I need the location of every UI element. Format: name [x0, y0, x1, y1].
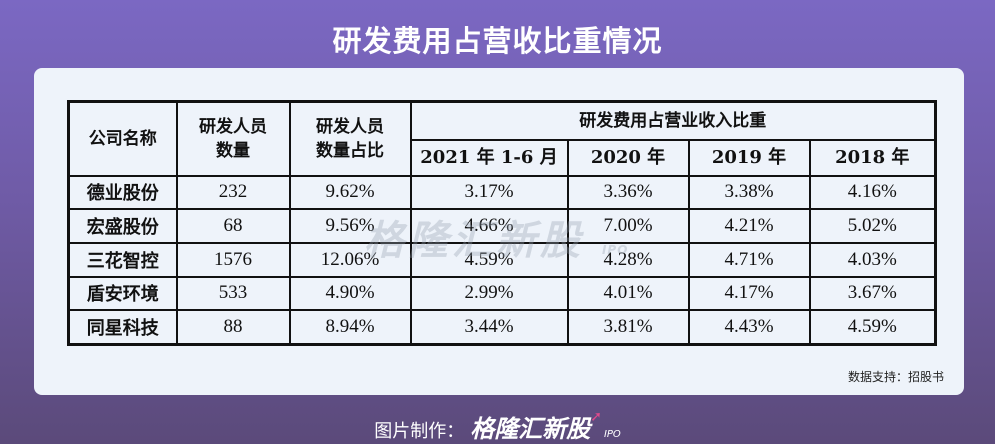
rd-ratio-2020: 4.28% [566, 241, 690, 278]
staff-ratio: 12.06% [288, 241, 412, 278]
rd-ratio-2020: 7.00% [566, 208, 690, 244]
table-header-row: 公司名称 研发人员 数量 研发人员 数量占比 研发费用占营业收入比重 [67, 100, 937, 177]
company-name: 德业股份 [67, 174, 178, 211]
company-name: 同星科技 [67, 309, 178, 346]
rd-ratio-2021h1: 4.66% [409, 208, 569, 244]
company-name: 盾安环境 [67, 275, 178, 312]
table-year-row: 2021 年 1-6 月 2020 年 2019 年 2018 年 [69, 138, 937, 177]
rd-ratio-2019: 3.38% [687, 174, 811, 211]
header-rd-ratio-group: 研发费用占营业收入比重 [409, 100, 937, 141]
staff-count: 232 [175, 174, 291, 211]
staff-ratio: 4.90% [288, 275, 412, 312]
staff-count: 1576 [175, 241, 291, 278]
rd-ratio-2020: 4.01% [566, 275, 690, 312]
table-row: 宏盛股份 68 9.56% 4.66% 7.00% 4.21% 5.02% [67, 208, 937, 244]
table-card: 公司名称 研发人员 数量 研发人员 数量占比 研发费用占营业收入比重 2021 … [34, 68, 964, 395]
staff-count: 88 [175, 309, 291, 346]
rd-ratio-2021h1: 2.99% [409, 275, 569, 312]
footer-prefix: 图片制作： [374, 421, 465, 442]
page-title: 研发费用占营收比重情况 [332, 24, 663, 58]
staff-ratio: 9.62% [288, 174, 412, 211]
rd-ratio-2018: 4.16% [808, 174, 937, 211]
rd-ratio-2021h1: 3.44% [409, 309, 569, 346]
rd-ratio-2019: 4.43% [687, 309, 811, 346]
rd-ratio-2019: 4.71% [687, 241, 811, 278]
header-staff-ratio-line2: 数量占比 [316, 140, 384, 161]
header-year-2020: 2020 年 [566, 138, 690, 177]
header-staff-count-line2: 数量 [216, 140, 250, 161]
rd-ratio-2018: 5.02% [808, 208, 937, 244]
rd-ratio-2018: 4.03% [808, 241, 937, 278]
footer-ipo: IPO [603, 429, 621, 440]
header-year-2019: 2019 年 [687, 138, 811, 177]
table-row: 同星科技 88 8.94% 3.44% 3.81% 4.43% 4.59% [67, 309, 937, 346]
header-staff-count-line1: 研发人员 [199, 116, 267, 137]
table-row: 盾安环境 533 4.90% 2.99% 4.01% 4.17% 3.67% [67, 275, 937, 312]
staff-ratio: 9.56% [288, 208, 412, 244]
rd-ratio-2021h1: 4.59% [409, 241, 569, 278]
footer-credit: 图片制作： 格隆汇新股➚IPO [0, 409, 995, 444]
rd-ratio-2021h1: 3.17% [409, 174, 569, 211]
rd-ratio-2018: 4.59% [808, 309, 937, 346]
rd-ratio-2019: 4.21% [687, 208, 811, 244]
rd-ratio-2019: 4.17% [687, 275, 811, 312]
header-staff-ratio: 研发人员 数量占比 [288, 100, 412, 177]
rd-expense-table: 公司名称 研发人员 数量 研发人员 数量占比 研发费用占营业收入比重 2021 … [67, 100, 937, 346]
rd-ratio-2018: 3.67% [808, 275, 937, 312]
header-staff-count: 研发人员 数量 [175, 100, 291, 177]
staff-count: 533 [175, 275, 291, 312]
staff-count: 68 [175, 208, 291, 244]
data-source: 数据支持：招股书 [847, 370, 944, 384]
staff-ratio: 8.94% [288, 309, 412, 346]
header-staff-ratio-line1: 研发人员 [316, 116, 384, 137]
rd-ratio-2020: 3.36% [566, 174, 690, 211]
company-name: 宏盛股份 [67, 208, 178, 244]
table-row: 德业股份 232 9.62% 3.17% 3.36% 3.38% 4.16% [67, 174, 937, 211]
footer-brand-logo: 格隆汇新股 [470, 415, 591, 443]
header-year-2021h1: 2021 年 1-6 月 [409, 138, 569, 177]
table-row: 三花智控 1576 12.06% 4.59% 4.28% 4.71% 4.03% [67, 241, 937, 278]
header-company: 公司名称 [67, 100, 178, 177]
rd-ratio-2020: 3.81% [566, 309, 690, 346]
company-name: 三花智控 [67, 241, 178, 278]
header-year-2018: 2018 年 [808, 138, 937, 177]
arrow-up-icon: ➚ [590, 409, 602, 425]
